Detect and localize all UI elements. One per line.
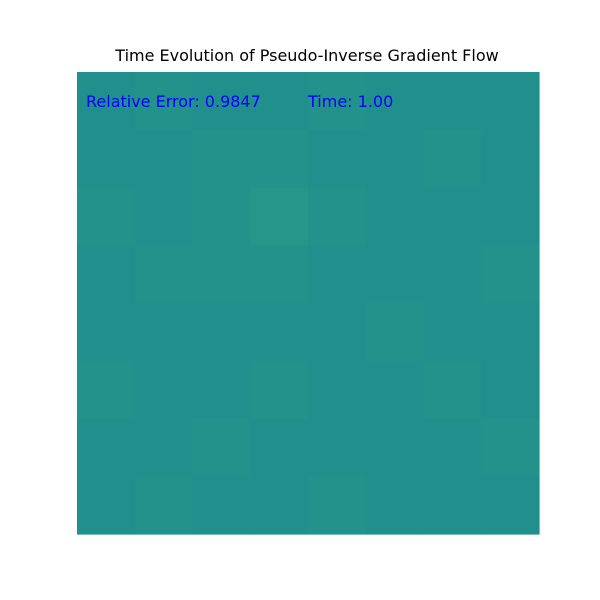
heatmap-cells (77, 72, 540, 535)
heatmap-cell (192, 187, 251, 246)
heatmap-cell (134, 187, 194, 246)
heatmap-cell (481, 245, 540, 304)
heatmap-cell (365, 187, 425, 246)
heatmap-cell (77, 418, 136, 477)
heatmap-cell (308, 418, 367, 477)
heatmap-cell (365, 303, 425, 362)
heatmap-cell (365, 129, 425, 189)
heatmap-cell (481, 360, 540, 420)
heatmap-cell (481, 476, 540, 535)
heatmap-cell (192, 360, 251, 420)
heatmap-cell (77, 245, 136, 304)
heatmap-cell (134, 245, 194, 304)
heatmap-cell (192, 476, 251, 535)
heatmap-cell (250, 72, 309, 131)
heatmap-cell (250, 187, 309, 246)
heatmap-cell (192, 303, 251, 362)
heatmap-cell (308, 72, 367, 131)
heatmap-cell (250, 245, 309, 304)
heatmap-cell (423, 245, 482, 304)
heatmap-cell (134, 129, 194, 189)
heatmap-cell (134, 476, 194, 535)
heatmap-cell (192, 245, 251, 304)
chart-title: Time Evolution of Pseudo-Inverse Gradien… (115, 46, 499, 65)
heatmap-cell (481, 72, 540, 131)
heatmap-cell (481, 303, 540, 362)
heatmap-cell (481, 418, 540, 477)
heatmap-cell (365, 418, 425, 477)
heatmap-cell (481, 129, 540, 189)
heatmap-cell (250, 129, 309, 189)
heatmap-cell (423, 72, 482, 131)
heatmap-cell (77, 187, 136, 246)
heatmap-cell (423, 187, 482, 246)
heatmap-cell (134, 303, 194, 362)
heatmap-cell (365, 245, 425, 304)
heatmap-cell (308, 245, 367, 304)
heatmap-cell (423, 418, 482, 477)
heatmap-cell (77, 129, 136, 189)
heatmap-cell (192, 129, 251, 189)
heatmap-cell (308, 129, 367, 189)
heatmap-cell (192, 72, 251, 131)
heatmap-cell (365, 360, 425, 420)
heatmap-cell (308, 360, 367, 420)
heatmap-cell (423, 303, 482, 362)
heatmap-cell (134, 360, 194, 420)
heatmap-cell (134, 72, 194, 131)
heatmap-cell (250, 360, 309, 420)
heatmap-cell (250, 303, 309, 362)
time-label: Time: 1.00 (308, 92, 394, 111)
heatmap-cell (308, 187, 367, 246)
heatmap-cell (77, 360, 136, 420)
heatmap-cell (77, 72, 136, 131)
heatmap-cell (77, 303, 136, 362)
heatmap-cell (250, 476, 309, 535)
heatmap-cell (250, 418, 309, 477)
heatmap-cell (134, 418, 194, 477)
heatmap-cell (365, 72, 425, 131)
heatmap-cell (481, 187, 540, 246)
heatmap-cell (77, 476, 136, 535)
heatmap-cell (423, 360, 482, 420)
heatmap-cell (308, 303, 367, 362)
heatmap-cell (308, 476, 367, 535)
heatmap-cell (192, 418, 251, 477)
heatmap-cell (365, 476, 425, 535)
relative-error-label: Relative Error: 0.9847 (86, 92, 261, 111)
heatmap-cell (423, 476, 482, 535)
heatmap-cell (423, 129, 482, 189)
